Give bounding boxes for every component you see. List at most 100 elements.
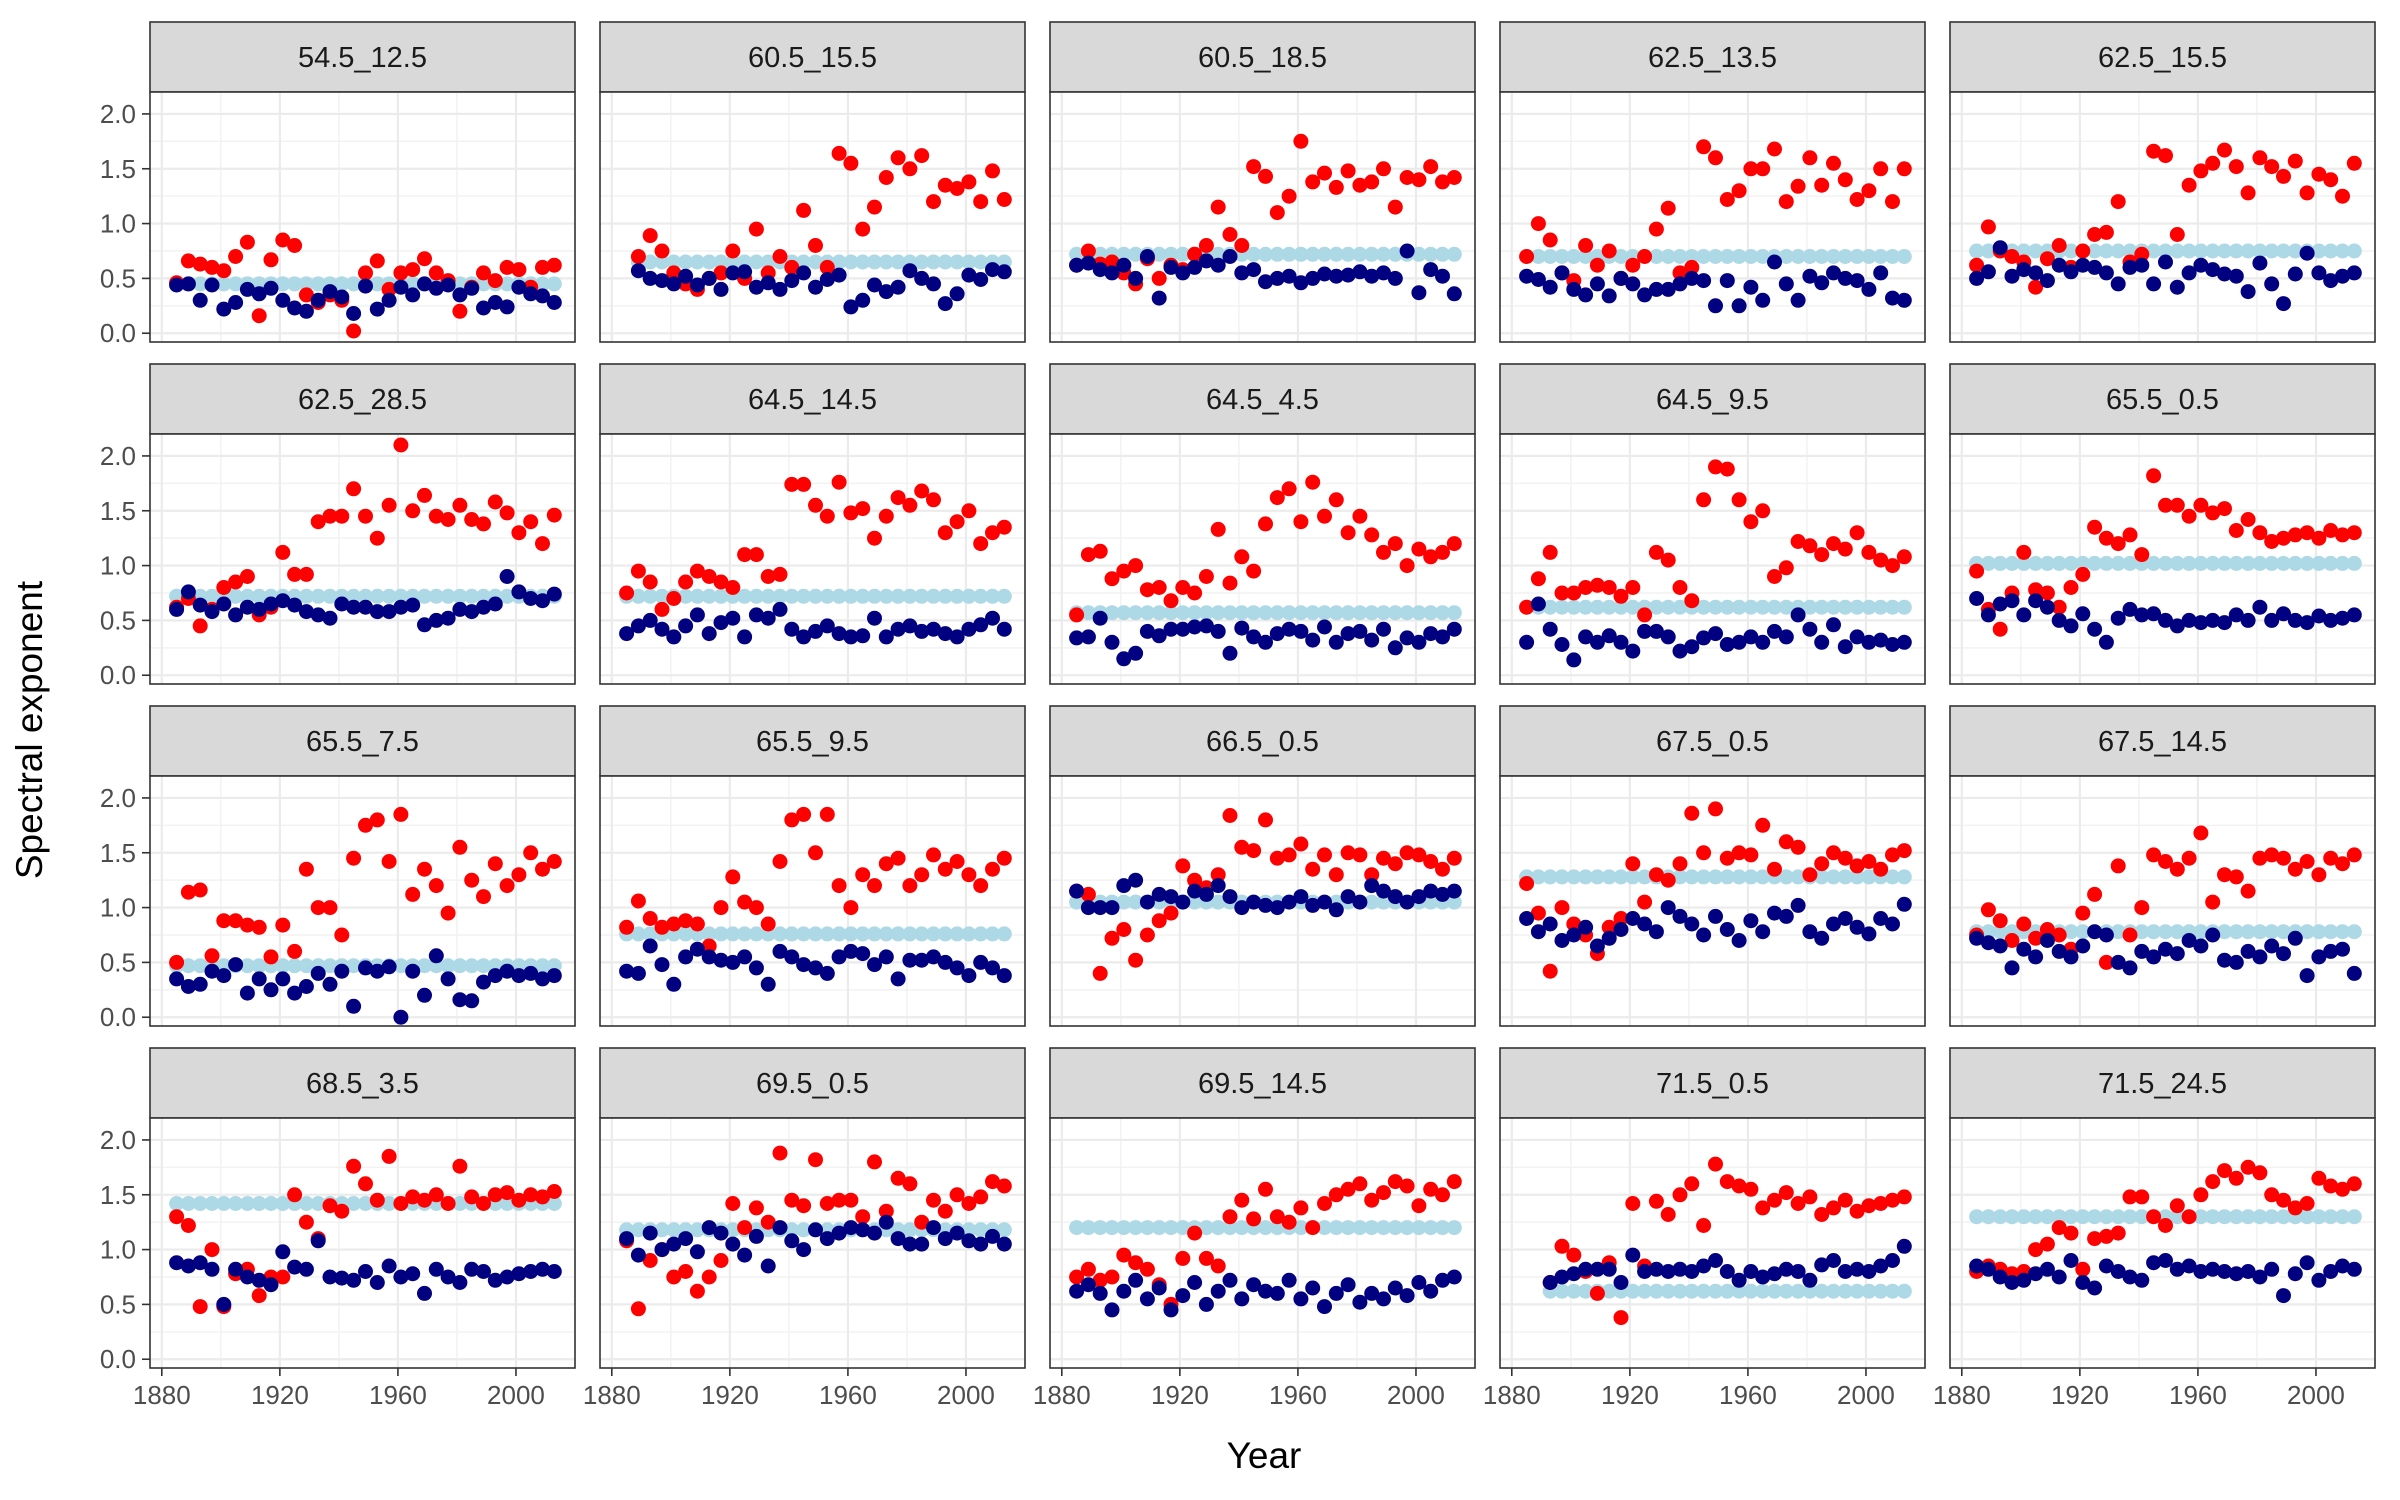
data-point-navy	[949, 286, 965, 302]
data-point-red	[334, 508, 350, 524]
data-point-light	[2110, 1209, 2126, 1225]
data-point-navy	[417, 617, 432, 633]
y-tick-label: 2.0	[100, 99, 136, 129]
data-point-red	[2346, 1176, 2362, 1192]
data-point-red	[985, 163, 1000, 179]
data-point-red	[1684, 1176, 1700, 1192]
data-point-navy	[1293, 623, 1309, 639]
data-point-navy	[1411, 889, 1427, 905]
facet-strip-label: 64.5_14.5	[748, 384, 877, 416]
data-point-red	[1340, 1181, 1356, 1197]
data-point-light	[1625, 599, 1641, 615]
data-point-red	[1364, 1192, 1380, 1208]
data-point-red	[2110, 1225, 2126, 1241]
data-point-navy	[1187, 883, 1203, 899]
data-point-light	[251, 958, 267, 974]
data-point-navy	[1435, 268, 1450, 284]
data-point-light	[1116, 605, 1132, 621]
data-point-red	[1399, 558, 1415, 574]
data-point-light	[298, 958, 314, 974]
data-point-light	[1743, 1283, 1759, 1299]
data-point-navy	[428, 612, 444, 628]
data-point-red	[2287, 153, 2303, 169]
data-point-navy	[464, 280, 480, 296]
data-point-light	[2004, 1209, 2020, 1225]
data-point-red	[287, 238, 303, 253]
data-point-navy	[1613, 270, 1629, 286]
data-point-red	[819, 259, 835, 275]
data-point-red	[369, 812, 385, 828]
data-point-navy	[2287, 266, 2303, 282]
data-point-light	[499, 276, 515, 292]
data-point-navy	[1519, 911, 1535, 926]
data-point-light	[1896, 869, 1912, 885]
data-point-light	[180, 958, 196, 974]
data-point-light	[2158, 924, 2173, 940]
data-point-red	[1601, 919, 1617, 935]
data-point-red	[996, 850, 1012, 866]
data-point-red	[867, 878, 882, 894]
data-point-navy	[535, 288, 550, 304]
data-point-light	[310, 276, 326, 292]
data-point-light	[1258, 246, 1273, 262]
data-point-light	[1151, 605, 1167, 621]
data-point-red	[843, 155, 859, 171]
data-point-red	[1755, 1200, 1771, 1216]
data-point-light	[1684, 1283, 1700, 1299]
data-point-red	[949, 1187, 965, 1203]
data-point-navy	[2252, 599, 2268, 615]
facet-panel: 67.5_14.5	[1949, 705, 2376, 1027]
data-point-light	[417, 958, 432, 974]
data-point-red	[678, 913, 694, 929]
data-point-navy	[428, 948, 444, 964]
facet-panel: 66.5_0.5	[1049, 705, 1476, 1027]
data-point-navy	[1708, 298, 1723, 314]
data-point-red	[1446, 170, 1462, 185]
data-point-red	[499, 878, 515, 894]
data-point-navy	[1092, 262, 1108, 278]
data-point-navy	[405, 597, 421, 613]
data-point-red	[1104, 1269, 1120, 1285]
data-point-light	[1340, 1220, 1356, 1236]
data-point-navy	[1637, 623, 1653, 639]
data-point-navy	[2205, 262, 2221, 278]
data-point-navy	[322, 284, 338, 300]
data-point-red	[1104, 254, 1120, 270]
facet-strip	[1949, 1047, 2376, 1119]
data-point-red	[914, 1214, 930, 1230]
data-point-light	[287, 958, 303, 974]
data-point-light	[298, 1196, 314, 1211]
data-point-red	[2193, 825, 2209, 841]
data-point-red	[902, 878, 918, 894]
data-point-navy	[1578, 629, 1594, 645]
data-point-navy	[1293, 275, 1309, 291]
data-point-navy	[1222, 645, 1238, 661]
data-point-light	[996, 588, 1012, 604]
data-point-light	[1672, 249, 1688, 264]
x-tick-label: 1880	[1933, 1380, 1991, 1410]
data-point-navy	[973, 1236, 989, 1252]
data-point-navy	[1708, 1253, 1723, 1268]
data-point-navy	[204, 277, 220, 293]
data-point-navy	[748, 279, 764, 295]
data-point-red	[2287, 861, 2303, 877]
data-point-red	[1387, 536, 1403, 552]
data-point-red	[2323, 1178, 2339, 1194]
data-point-navy	[1092, 1285, 1108, 1301]
data-point-red	[1778, 834, 1794, 850]
data-point-red	[1376, 850, 1391, 866]
data-point-light	[760, 588, 776, 604]
data-point-red	[2028, 279, 2044, 295]
data-point-navy	[1861, 1264, 1877, 1279]
data-point-navy	[630, 263, 646, 279]
data-point-red	[914, 483, 930, 499]
data-point-light	[2146, 243, 2162, 259]
facet-strip	[599, 1047, 1026, 1119]
data-point-navy	[2169, 1261, 2185, 1277]
data-point-red	[369, 530, 385, 546]
data-point-light	[169, 1196, 185, 1211]
y-tick-label: 1.0	[100, 893, 136, 923]
facet-panels: 54.5_12.50.00.51.01.52.060.5_15.5 60.5_18…	[100, 21, 2376, 1410]
data-point-navy	[2004, 593, 2020, 609]
